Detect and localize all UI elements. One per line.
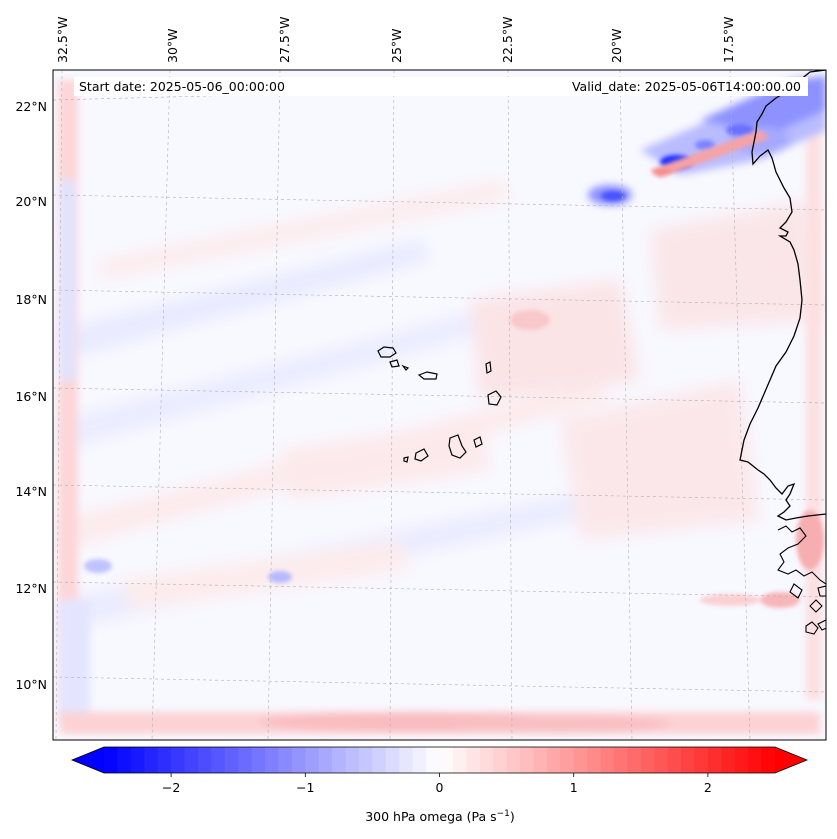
colorbar-segment (251, 747, 266, 773)
colorbar-extend-max (775, 747, 807, 773)
cape-verde-islands (377, 346, 502, 463)
colorbar-segment (546, 747, 561, 773)
colorbar-segment (748, 747, 763, 773)
colorbar-segment (681, 747, 695, 773)
lon-label: 32.5°W (55, 17, 70, 63)
colorbar-segment (278, 747, 293, 773)
colorbar-segment (171, 747, 186, 773)
colorbar-segment (721, 747, 736, 773)
colorbar-segment (452, 747, 467, 773)
colorbar-segment (573, 747, 588, 773)
colorbar-segment (104, 747, 118, 773)
colorbar-segment (318, 747, 333, 773)
colorbar-ticks: −2 −1 0 1 2 (162, 773, 712, 795)
colorbar-segment (493, 747, 508, 773)
colorbar-segment (654, 747, 669, 773)
colorbar-segment (761, 747, 776, 773)
colorbar-segment (291, 747, 306, 773)
colorbar-segment (479, 747, 494, 773)
colorbar-segment (587, 747, 602, 773)
colorbar-segment (305, 747, 320, 773)
colorbar-segment (627, 747, 642, 773)
colorbar-segment (426, 747, 440, 773)
colorbar-tick-label: −1 (296, 780, 314, 795)
colorbar-segment (184, 747, 199, 773)
latitude-labels: 22°N 20°N 18°N 16°N 14°N 12°N 10°N (15, 99, 47, 692)
colorbar-segment (399, 747, 414, 773)
longitude-labels: 32.5°W 30°W 27.5°W 25°W 22.5°W 20°W 17.5… (55, 17, 736, 63)
valid-date: Valid_date: 2025-05-06T14:00:00.00 (572, 79, 801, 94)
colorbar-segment (412, 747, 427, 773)
lat-label: 14°N (15, 484, 47, 499)
lat-label: 18°N (15, 292, 47, 307)
colorbar-segment (144, 747, 159, 773)
colorbar-segment (640, 747, 655, 773)
colorbar-tick-label: −2 (162, 780, 180, 795)
colorbar-tick-label: 1 (570, 780, 578, 795)
map-frame (52, 69, 827, 741)
colorbar-segment (560, 747, 575, 773)
colorbar-segment (117, 747, 132, 773)
colorbar-segment (600, 747, 615, 773)
lon-label: 17.5°W (721, 17, 736, 63)
colorbar-segment (197, 747, 212, 773)
lon-label: 27.5°W (277, 17, 292, 63)
colorbar-segment (130, 747, 145, 773)
omega-field (53, 70, 826, 740)
lon-label: 20°W (609, 28, 624, 63)
lat-label: 10°N (15, 677, 47, 692)
colorbar-segment (265, 747, 279, 773)
colorbar-extend-min (72, 747, 104, 773)
colorbar-label: 300 hPa omega (Pa s−1) (365, 809, 515, 824)
coastline-guinea-bissau (777, 525, 826, 585)
colorbar-segment (332, 747, 347, 773)
colorbar-segment (506, 747, 521, 773)
colorbar-tick-label: 2 (704, 780, 712, 795)
colorbar-segment (439, 747, 454, 773)
colorbar-outline (70, 746, 809, 774)
colorbar-segment (533, 747, 548, 773)
colorbar-segment (734, 747, 749, 773)
lon-label: 30°W (165, 28, 180, 63)
start-date: Start date: 2025-05-06_00:00:00 (79, 79, 285, 94)
colorbar-segment (372, 747, 387, 773)
colorbar-segment (238, 747, 253, 773)
colorbar-segment (358, 747, 373, 773)
lat-label: 20°N (15, 194, 47, 209)
colorbar-segment (667, 747, 682, 773)
lon-label: 25°W (389, 28, 404, 63)
lon-label: 22.5°W (500, 17, 515, 63)
colorbar-segment (694, 747, 709, 773)
colorbar-segment (211, 747, 226, 773)
colorbar-segment (385, 747, 400, 773)
colorbar-tick-label: 0 (436, 780, 444, 795)
colorbar-segment (520, 747, 534, 773)
colorbar-segments (72, 747, 807, 773)
lat-label: 22°N (15, 99, 47, 114)
colorbar: −2 −1 0 1 2 300 hPa omega (Pa s−1) (70, 746, 809, 824)
colorbar-segment (707, 747, 722, 773)
date-box (74, 77, 808, 96)
colorbar-segment (224, 747, 239, 773)
coastline (739, 70, 826, 521)
colorbar-segment (157, 747, 172, 773)
lat-label: 12°N (15, 581, 47, 596)
lat-label: 16°N (15, 389, 47, 404)
colorbar-segment (345, 747, 360, 773)
colorbar-segment (613, 747, 628, 773)
colorbar-segment (466, 747, 481, 773)
